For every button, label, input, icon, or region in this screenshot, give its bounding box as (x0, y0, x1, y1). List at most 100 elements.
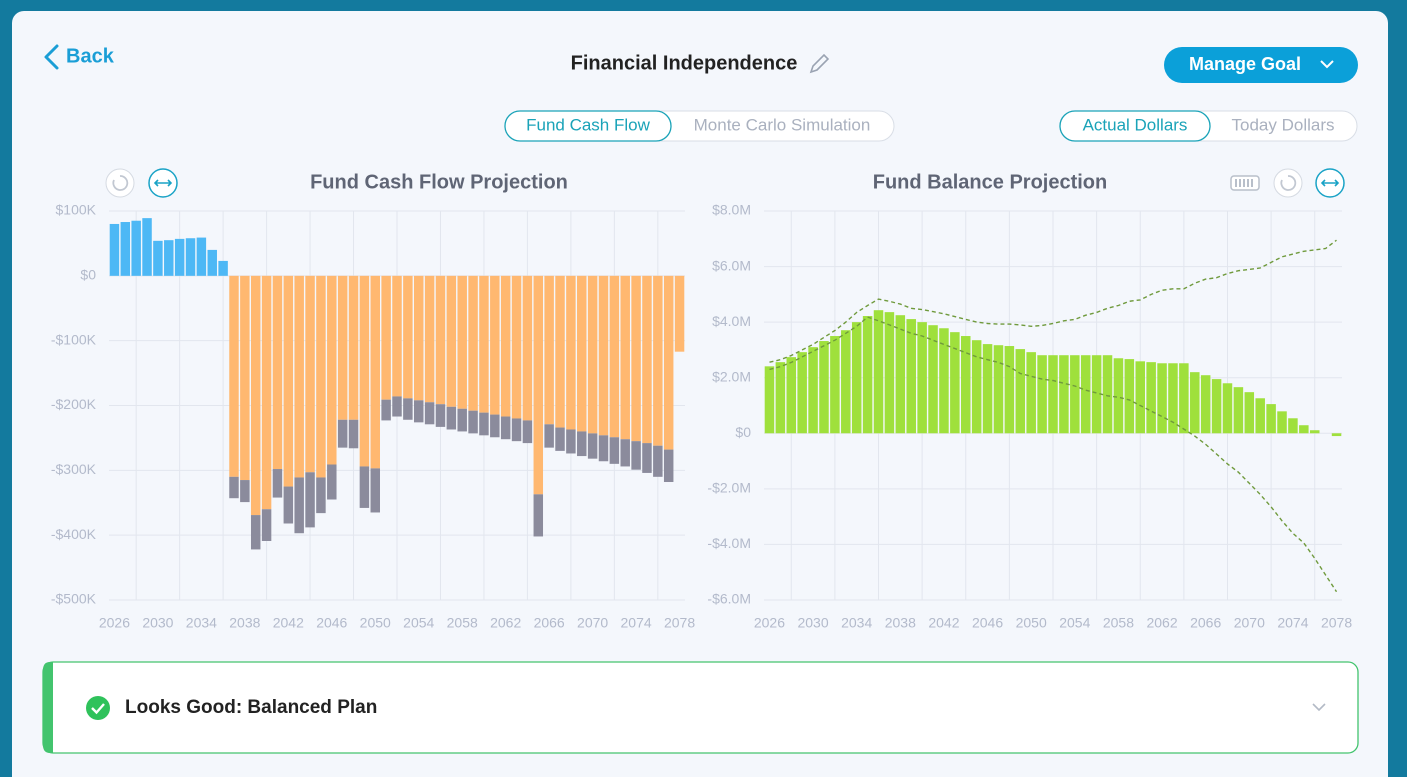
bar (403, 398, 413, 420)
bar (240, 480, 250, 503)
back-label[interactable]: Back (66, 45, 115, 67)
bar (435, 275, 446, 405)
bar (631, 275, 641, 442)
x-tick-label: 2058 (1103, 615, 1134, 631)
bar (653, 445, 663, 477)
bar (207, 249, 217, 276)
x-tick-label: 2034 (186, 615, 217, 631)
tab-active[interactable] (1059, 110, 1211, 142)
reset-icon[interactable] (105, 168, 135, 198)
x-tick-label: 2078 (1321, 615, 1352, 631)
bar (544, 275, 554, 425)
bar (414, 400, 424, 423)
bar (862, 316, 873, 434)
manage-goal-button[interactable]: Manage Goal (1164, 47, 1358, 83)
bar (917, 322, 927, 434)
bar (1309, 430, 1320, 434)
tab-active[interactable] (504, 110, 672, 142)
bar (511, 275, 522, 419)
y-tick-label: -$100K (51, 331, 97, 347)
bar (153, 240, 163, 276)
bar (272, 275, 283, 470)
bar (500, 416, 511, 440)
bar (598, 435, 609, 462)
bar (993, 345, 1004, 434)
y-tick-label: -$4.0M (707, 535, 751, 551)
bar (1222, 383, 1233, 434)
bar (1048, 355, 1058, 434)
bar (1190, 372, 1200, 434)
bar (764, 366, 775, 434)
button-label[interactable]: Manage Goal (1189, 54, 1301, 74)
bar (971, 340, 982, 434)
bar (830, 336, 840, 434)
y-tick-label: $8.0M (712, 202, 751, 218)
bar (653, 275, 663, 446)
chart-title: Fund Balance Projection (873, 171, 1107, 193)
bar (1331, 433, 1342, 437)
x-tick-label: 2074 (1277, 615, 1308, 631)
back-button[interactable]: Back (44, 44, 115, 70)
bar (446, 406, 457, 430)
bar (906, 319, 916, 434)
bar (283, 275, 294, 487)
bar (392, 396, 402, 417)
bar (577, 275, 587, 432)
bar (1102, 355, 1113, 434)
bar (1146, 362, 1156, 434)
tab-label[interactable]: Today Dollars (1232, 115, 1335, 134)
expand-icon[interactable] (1315, 168, 1345, 198)
x-tick-label: 2026 (99, 615, 130, 631)
bar (587, 433, 598, 459)
expand-icon[interactable] (148, 168, 178, 198)
tab-label[interactable]: Actual Dollars (1083, 115, 1188, 134)
bar (1157, 363, 1167, 434)
bar (381, 275, 391, 400)
bar (1211, 379, 1222, 434)
tab-label[interactable]: Fund Cash Flow (526, 115, 650, 134)
check-mark (91, 703, 105, 715)
x-tick-label: 2050 (1016, 615, 1047, 631)
bar (446, 275, 457, 407)
bar (218, 260, 228, 276)
bar (1059, 355, 1069, 434)
chevron (1312, 703, 1326, 712)
bar (522, 275, 533, 421)
bar (109, 223, 120, 276)
bar (359, 466, 370, 508)
x-tick-label: 2070 (577, 615, 608, 631)
bar (229, 476, 239, 499)
bar (851, 322, 862, 434)
x-tick-label: 2046 (972, 615, 1003, 631)
status-text: Looks Good: Balanced Plan (125, 697, 377, 718)
bar (316, 477, 326, 514)
x-tick-label: 2054 (403, 615, 434, 631)
bar (468, 410, 478, 434)
tab-label[interactable]: Monte Carlo Simulation (694, 115, 871, 134)
bar (533, 275, 544, 495)
status-panel[interactable]: Looks Good: Balanced Plan (42, 661, 1359, 754)
bar (294, 477, 304, 534)
bar (174, 238, 185, 276)
check-icon (86, 696, 110, 720)
back-icon (44, 44, 59, 70)
bar (316, 275, 326, 478)
bar (522, 420, 533, 444)
bar (1113, 358, 1124, 434)
bar (642, 443, 652, 473)
x-tick-label: 2062 (1146, 615, 1177, 631)
bar (229, 275, 239, 477)
bar (337, 419, 348, 448)
edit-icon[interactable] (809, 53, 830, 74)
y-tick-label: -$500K (51, 591, 97, 607)
bar (261, 275, 272, 510)
bar (1070, 355, 1080, 434)
button-bg (1164, 47, 1358, 83)
x-tick-label: 2066 (1190, 615, 1221, 631)
x-tick-label: 2050 (360, 615, 391, 631)
reset-icon[interactable] (1273, 168, 1303, 198)
x-tick-label: 2038 (229, 615, 260, 631)
x-tick-label: 2054 (1059, 615, 1090, 631)
battery-icon[interactable] (1230, 175, 1260, 191)
bar (642, 275, 652, 444)
